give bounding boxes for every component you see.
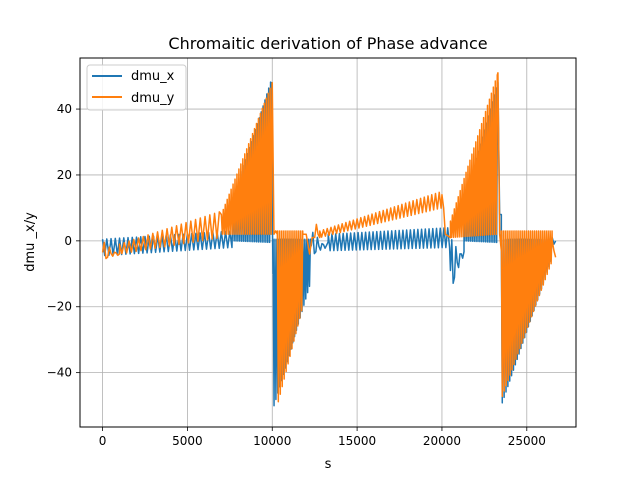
x-tick-label: 25000 bbox=[508, 434, 546, 448]
legend-label-dmu-y: dmu_y bbox=[131, 91, 175, 106]
series-line-dmu-y bbox=[101, 72, 557, 403]
x-axis-ticks: 0 5000 10000 15000 20000 25000 bbox=[99, 427, 546, 448]
y-tick-label: 40 bbox=[57, 102, 72, 116]
legend-label-dmu-x: dmu_x bbox=[131, 69, 175, 84]
x-axis-label: s bbox=[325, 457, 332, 472]
x-tick-label: 20000 bbox=[423, 434, 461, 448]
y-tick-label: 0 bbox=[64, 234, 72, 248]
x-tick-label: 0 bbox=[99, 434, 107, 448]
y-axis-label: dmu _x/y bbox=[23, 212, 38, 272]
series-layer bbox=[101, 72, 557, 407]
legend: dmu_x dmu_y bbox=[86, 64, 187, 111]
y-tick-label: 20 bbox=[57, 168, 72, 182]
x-tick-label: 15000 bbox=[338, 434, 376, 448]
plot-frame bbox=[79, 57, 577, 428]
chart-title: Chromaitic derivation of Phase advance bbox=[168, 34, 487, 53]
y-tick-label: −40 bbox=[47, 366, 72, 380]
y-axis-ticks: −40 −20 0 20 40 bbox=[47, 102, 80, 380]
y-tick-label: −20 bbox=[47, 300, 72, 314]
plot-area bbox=[79, 57, 577, 428]
x-tick-label: 10000 bbox=[253, 434, 291, 448]
x-tick-label: 5000 bbox=[172, 434, 203, 448]
